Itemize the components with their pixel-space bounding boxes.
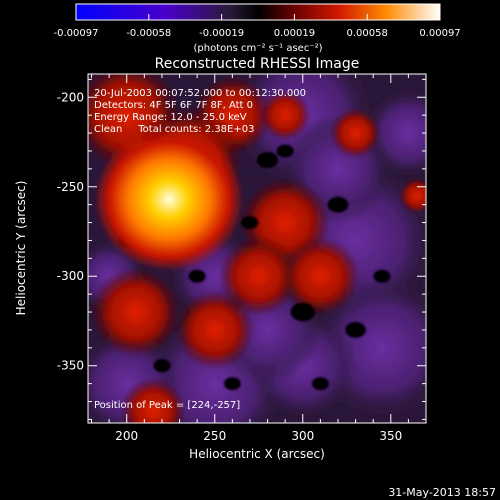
colorbar-unit-label: (photons cm⁻² s⁻¹ asec⁻²): [193, 43, 322, 54]
heatmap-dark-region: [152, 358, 171, 373]
heatmap-dark-region: [188, 269, 207, 284]
annotation-energy-range: Energy Range: 12.0 - 25.0 keV: [94, 112, 247, 123]
x-axis-label: Heliocentric X (arcsec): [189, 447, 325, 461]
heatmap-dark-region: [344, 321, 367, 339]
heatmap-peak-source: [93, 127, 244, 272]
heatmap-red-region: [330, 107, 381, 159]
colorbar-tick-label: -0.00058: [126, 28, 171, 39]
heatmap-red-region: [175, 290, 255, 370]
heatmap-dark-region: [290, 302, 316, 322]
colorbar-tick-label: -0.00019: [199, 28, 244, 39]
heatmap-red-region: [90, 267, 181, 358]
chart-title: Reconstructed RHESSI Image: [155, 56, 360, 72]
annotation-time-range: 20-Jul-2003 00:07:52.000 to 00:12:30.000: [94, 88, 306, 99]
heatmap-dark-region: [240, 215, 259, 230]
x-tick-label: 200: [115, 429, 138, 443]
annotation-clean-counts: Clean Total counts: 2.38E+03: [94, 124, 254, 135]
colorbar-ticks: -0.00097 -0.00058 -0.00019 0.00019 0.00058 0.…: [54, 14, 461, 39]
heatmap-dark-region: [256, 151, 279, 169]
heatmap-red-region: [399, 177, 426, 214]
y-tick-label: -200: [57, 90, 84, 104]
annotation-peak-position: Position of Peak = [224,-257]: [94, 400, 240, 411]
annotations: 20-Jul-2003 00:07:52.000 to 00:12:30.000…: [94, 88, 306, 411]
y-axis-label: Heliocentric Y (arcsec): [14, 181, 28, 316]
heatmap-red-region: [280, 236, 360, 316]
y-tick-label: -300: [57, 269, 84, 283]
heatmap-red-region: [120, 378, 186, 423]
x-tick-label: 250: [203, 429, 226, 443]
plot-frame: [87, 73, 427, 424]
heatmap-dark-region: [223, 376, 242, 391]
colorbar-tick-label: 0.00097: [419, 28, 460, 39]
y-tick-label: -350: [57, 359, 84, 373]
colorbar-tick-label: 0.00019: [274, 28, 315, 39]
heatmap-image: [88, 74, 426, 423]
annotation-detectors: Detectors: 4F 5F 6F 7F 8F, Att 0: [94, 100, 253, 111]
heatmap-blobs: [88, 74, 426, 423]
colorbar-tick-label: 0.00058: [347, 28, 388, 39]
heatmap-dark-region: [276, 143, 295, 158]
heatmap-red-region: [219, 236, 299, 316]
footer-timestamp: 31-May-2013 18:57: [388, 486, 496, 499]
axis-ticks: 200 250 300 350 -200 -250 -300 -350: [57, 74, 427, 443]
colorbar-tick-label: -0.00097: [54, 28, 99, 39]
x-tick-label: 300: [291, 429, 314, 443]
colorbar-gradient: [75, 3, 441, 21]
colorbar: -0.00097 -0.00058 -0.00019 0.00019 0.00058 0.…: [54, 3, 461, 54]
heatmap-dark-region: [311, 376, 330, 391]
heatmap-dark-region: [372, 269, 391, 284]
heatmap-dark-region: [327, 196, 349, 214]
y-tick-label: -250: [57, 180, 84, 194]
x-tick-label: 350: [379, 429, 402, 443]
heatmap-red-region: [259, 89, 311, 141]
